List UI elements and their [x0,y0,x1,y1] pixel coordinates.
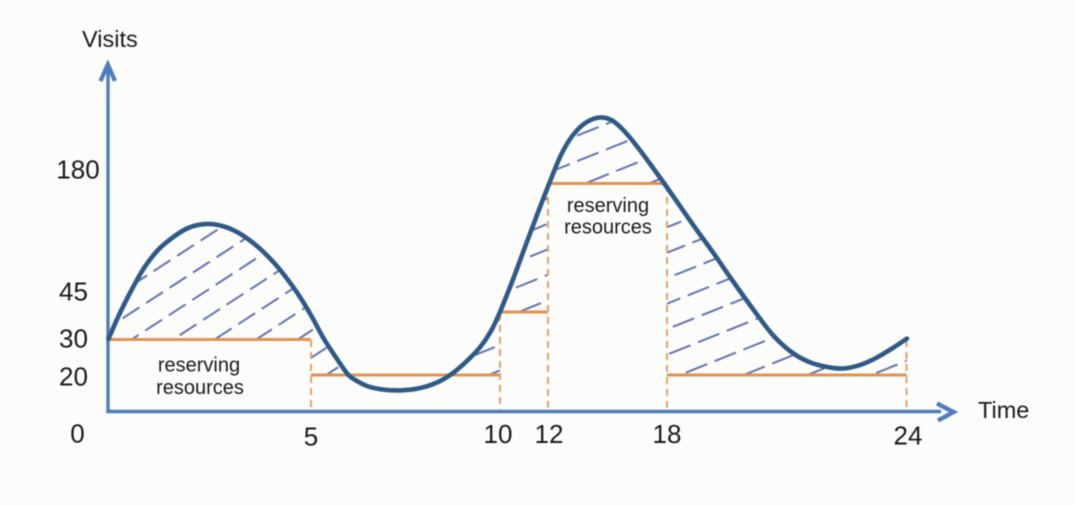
svg-text:45: 45 [59,277,88,307]
svg-text:10: 10 [484,419,513,449]
svg-text:30: 30 [59,324,88,354]
svg-text:reserving: reserving [158,355,240,377]
svg-text:resources: resources [564,217,652,239]
svg-text:180: 180 [56,155,99,185]
svg-text:12: 12 [535,419,564,449]
svg-text:0: 0 [70,419,84,449]
svg-text:resources: resources [156,377,244,399]
svg-text:18: 18 [653,419,682,449]
svg-text:20: 20 [59,362,88,392]
svg-text:5: 5 [304,422,318,452]
svg-text:24: 24 [894,421,923,451]
svg-text:reserving: reserving [567,195,649,217]
svg-text:Visits: Visits [82,26,138,52]
svg-text:Time: Time [978,397,1029,423]
